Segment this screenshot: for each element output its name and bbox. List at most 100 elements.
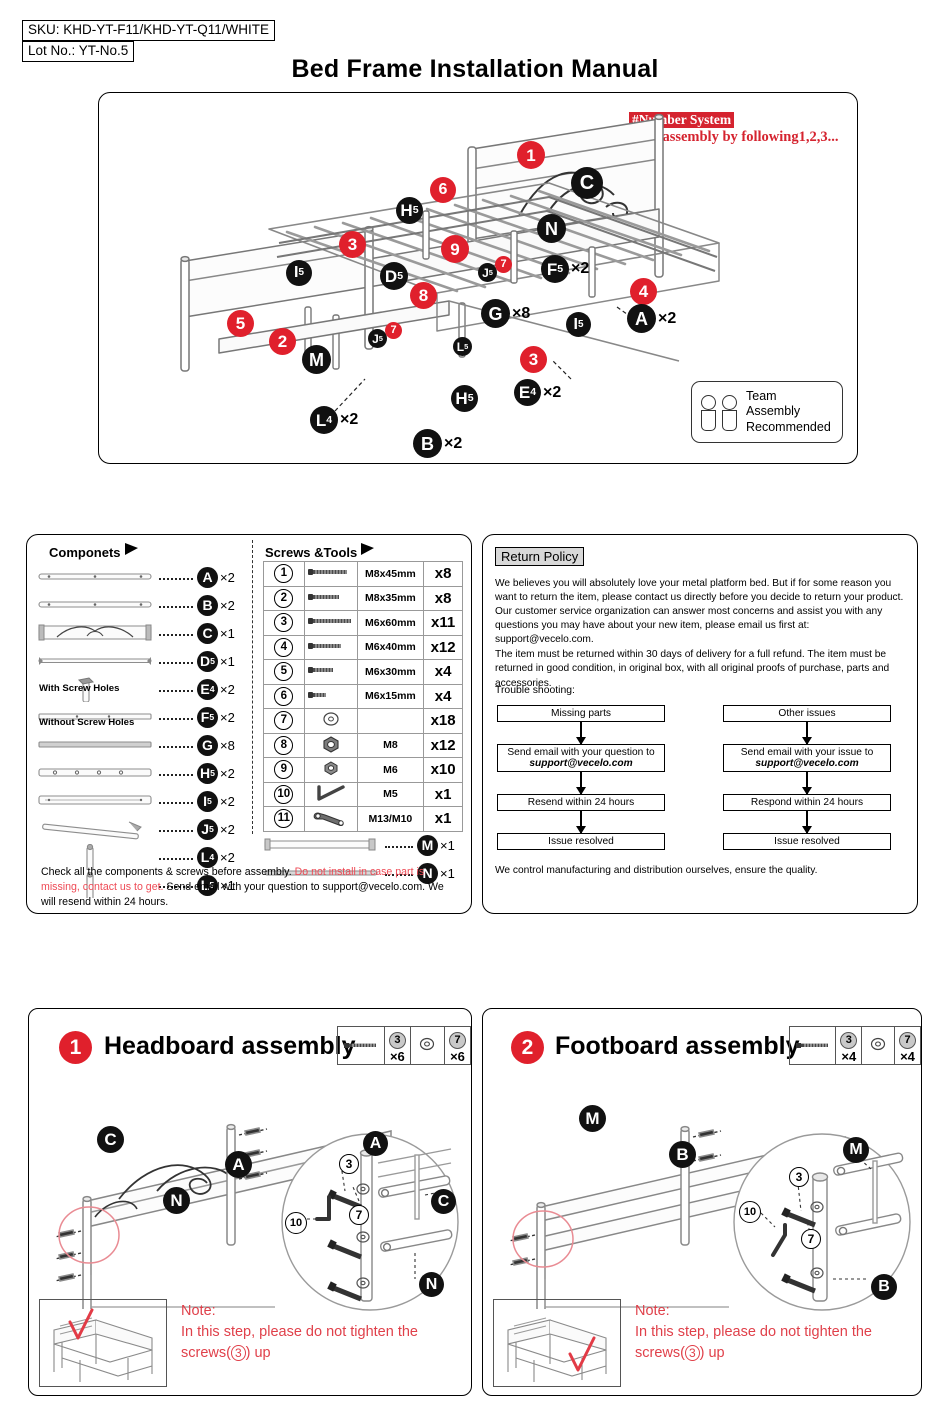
team-line-1: Team	[746, 388, 777, 403]
step-2-note-post: ) up	[699, 1345, 725, 1362]
flow-right-box-2: Send email with your issue to support@vec…	[723, 744, 891, 772]
component-art-leg-short	[37, 676, 157, 703]
hero-callout-7: 7	[385, 322, 402, 339]
flow-left-arrow-2	[576, 772, 586, 795]
flow-left-box-2: Send email with your question to support@…	[497, 744, 665, 772]
without-screw-holes-note: Without Screw Holes	[39, 717, 135, 728]
arrow-icon-2	[361, 543, 375, 555]
screw-qty: x11	[423, 610, 463, 636]
step-2-note-screw: 3	[684, 1345, 700, 1362]
hero-callout-b: B ×2	[413, 429, 462, 458]
screw-art	[303, 781, 358, 807]
leader-dots	[385, 836, 413, 848]
extra-component-row-n: N ×1	[263, 859, 469, 887]
step-2-title: Footboard assembly	[555, 1032, 800, 1060]
screw-art	[303, 806, 358, 832]
team-line-3: Recommended	[746, 419, 831, 434]
step-2-part-7-qty: ×4	[900, 1049, 915, 1064]
components-heading: Componets	[49, 543, 138, 560]
flow-email: support@vecelo.com	[755, 758, 859, 769]
callout-multiplier: ×2	[444, 434, 463, 452]
with-screw-holes-note: With Screw Holes	[39, 683, 120, 694]
screw-art	[303, 683, 358, 709]
flow-left-box-1: Missing parts	[497, 705, 665, 722]
screw-row-4: 4 M6x40mm x12	[263, 634, 463, 660]
step-2-detail-label-m: M	[843, 1137, 869, 1163]
step-1-note-line2: screws(3) up	[181, 1343, 457, 1364]
component-art-slat-holes	[37, 704, 157, 730]
screw-art	[303, 708, 358, 734]
step-2-note: Note: In this step, please do not tighte…	[635, 1301, 911, 1364]
step-1-note-title: Note:	[181, 1303, 216, 1319]
component-row-l4: L 4 ×2	[37, 843, 249, 872]
flow-left-arrow-1	[576, 722, 586, 745]
screw-name: M6x40mm	[356, 634, 425, 660]
component-qty: ×2	[220, 709, 235, 725]
component-art-bar-flat	[263, 832, 383, 858]
step-2-detail-part-7: 7	[801, 1229, 821, 1249]
callout-badge: 1	[517, 141, 545, 169]
step-1-detail-part-3: 3	[339, 1154, 359, 1174]
callout-badge: M	[302, 345, 331, 374]
hero-callout-a: A ×2	[627, 304, 676, 333]
screw-qty: x1	[423, 781, 463, 807]
callout-multiplier: ×2	[571, 260, 590, 277]
callout-badge: N	[537, 214, 566, 243]
screw-art	[303, 732, 358, 758]
component-tag: D 5 ×1	[197, 650, 249, 672]
step-1-detail-label-a: A	[363, 1131, 388, 1156]
flow-right-box-3: Respond within 24 hours	[723, 794, 891, 811]
components-warning: Check all the components & screws before…	[41, 865, 461, 910]
number-system-line: Easy assembly by following1,2,3...	[629, 129, 839, 145]
component-qty: ×2	[220, 793, 235, 809]
flow-text: Send email with your question to	[507, 747, 655, 758]
screw-number: 9	[263, 757, 305, 783]
component-qty: ×2	[220, 849, 235, 865]
page-title: Bed Frame Installation Manual	[291, 55, 659, 83]
sku-text: SKU: KHD-YT-F11/KHD-YT-Q11/WHITE	[22, 20, 276, 41]
team-assembly-box: Team Assembly Recommended	[691, 381, 843, 443]
step-1-screw-art	[337, 1026, 385, 1065]
step-1-label-a: A	[225, 1151, 252, 1178]
step-1-title: Headboard assembly	[104, 1032, 356, 1060]
step-2-thumb-art	[507, 1317, 607, 1382]
screw-name: M6x30mm	[356, 659, 425, 685]
callout-badge: 3	[339, 231, 366, 258]
flow-text: Other issues	[778, 708, 836, 719]
component-art-leg-tall	[37, 871, 157, 901]
screw-qty: x1	[423, 806, 463, 832]
screw-name: M6	[356, 757, 425, 783]
step-2-panel: 2 Footboard assembly 3×4	[482, 1008, 922, 1396]
component-art-bar-long	[37, 592, 157, 618]
component-art-slat-plain	[37, 732, 157, 758]
step-1-note-pre: screws(	[181, 1345, 231, 1362]
screw-number: 11	[263, 806, 305, 832]
leader-dots	[159, 848, 193, 860]
step-1-part-7: 7×6	[444, 1026, 471, 1065]
flow-left-box-3: Resend within 24 hours	[497, 794, 665, 811]
flow-left-arrow-3	[576, 811, 586, 834]
component-tag: G ×8	[197, 734, 249, 756]
step-1-detail-circle	[281, 1133, 459, 1311]
leader-dots	[159, 596, 193, 608]
screws-table: 1 M8x45mm x8 2 M8x35mm x8 3 M6x60mm x11 4 M6x40mm x…	[263, 561, 463, 832]
component-tag: N ×1	[417, 862, 469, 884]
hero-callout-8: 8	[410, 282, 437, 309]
flow-email: support@vecelo.com	[529, 758, 633, 769]
flow-text: Missing parts	[550, 708, 611, 719]
screw-name: M13/M10	[356, 806, 425, 832]
lot-text: Lot No.: YT-No.5	[22, 41, 135, 62]
screws-table-wrap: 1 M8x45mm x8 2 M8x35mm x8 3 M6x60mm x11 4 M6x40mm x…	[263, 561, 463, 832]
step-1-parts-table: 3×6 7×6	[337, 1026, 471, 1065]
component-letter: A	[197, 566, 218, 588]
return-policy-paragraph-2: The item must be returned within 30 days…	[495, 649, 890, 689]
